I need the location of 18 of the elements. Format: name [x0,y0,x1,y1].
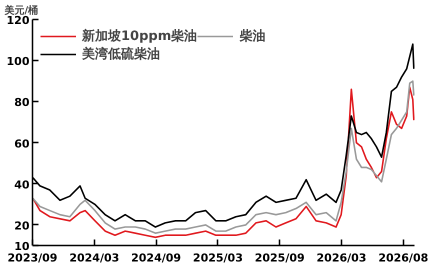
y-tick-label: 100 [6,55,30,68]
x-tick-label: 2026/08 [378,252,428,264]
y-tick-label: 20 [14,219,30,232]
y-axis-title: 美元/桶 [4,4,38,16]
x-tick-label: 2025/03 [192,252,243,264]
y-tick-label: 120 [6,14,30,27]
y-tick-label: 80 [14,96,30,110]
legend-label: 柴油 [239,28,266,45]
x-tick-label: 2026/03 [316,252,366,264]
x-tick-label: 2023/09 [8,252,58,264]
legend-label: 美湾低硫柴油 [82,46,160,63]
x-tick-label: 2025/09 [254,252,305,264]
x-tick-label: 2024/03 [69,252,120,264]
legend-label: 新加坡10ppm柴油 [82,28,198,45]
y-tick-label: 10 [14,240,30,253]
x-tick-label: 2024/09 [131,252,182,264]
y-tick-label: 40 [14,178,30,192]
y-tick-label: 60 [14,137,30,150]
